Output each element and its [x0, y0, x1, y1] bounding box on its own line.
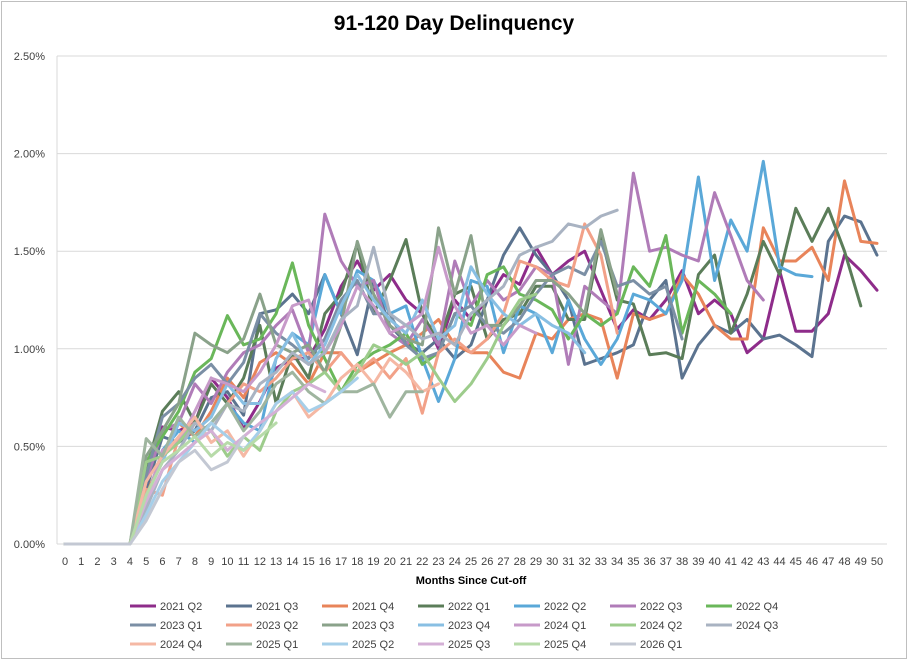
- legend-label: 2021 Q3: [256, 601, 298, 613]
- x-tick-label: 1: [78, 556, 84, 568]
- x-tick-label: 12: [254, 556, 266, 568]
- legend-label: 2025 Q3: [448, 639, 490, 651]
- y-tick-label: 0.00%: [14, 539, 45, 551]
- legend-label: 2024 Q2: [640, 620, 682, 632]
- x-tick-label: 15: [302, 556, 314, 568]
- legend-label: 2025 Q4: [544, 639, 586, 651]
- x-tick-label: 48: [838, 556, 850, 568]
- x-tick-label: 2: [94, 556, 100, 568]
- x-tick-label: 18: [351, 556, 363, 568]
- x-tick-label: 13: [270, 556, 282, 568]
- y-tick-label: 2.50%: [14, 51, 45, 63]
- y-tick-label: 1.00%: [14, 344, 45, 356]
- x-tick-label: 33: [595, 556, 607, 568]
- x-tick-label: 49: [855, 556, 867, 568]
- x-tick-label: 5: [143, 556, 149, 568]
- legend-label: 2025 Q1: [256, 639, 298, 651]
- y-axis-ticks: 0.00% 0.50% 1.00% 1.50% 2.00% 2.50%: [14, 51, 45, 551]
- x-tick-label: 47: [822, 556, 834, 568]
- x-tick-label: 3: [111, 556, 117, 568]
- x-tick-label: 27: [497, 556, 509, 568]
- x-tick-label: 0: [62, 556, 68, 568]
- x-tick-label: 19: [367, 556, 379, 568]
- x-tick-label: 34: [611, 556, 623, 568]
- legend-label: 2024 Q3: [736, 620, 778, 632]
- x-tick-label: 16: [319, 556, 331, 568]
- x-tick-label: 22: [416, 556, 428, 568]
- legend-label: 2026 Q1: [640, 639, 682, 651]
- gridlines: [56, 55, 887, 545]
- x-tick-label: 20: [384, 556, 396, 568]
- legend-label: 2022 Q4: [736, 601, 778, 613]
- legend-label: 2023 Q4: [448, 620, 490, 632]
- x-tick-label: 37: [660, 556, 672, 568]
- y-tick-label: 1.50%: [14, 246, 45, 258]
- legend-label: 2025 Q2: [352, 639, 394, 651]
- x-tick-label: 14: [286, 556, 298, 568]
- x-tick-label: 43: [757, 556, 769, 568]
- legend: 2021 Q2 2021 Q3 2021 Q4 2022 Q1 2022 Q2 2022 …: [130, 601, 778, 651]
- x-tick-label: 7: [176, 556, 182, 568]
- legend-label: 2024 Q4: [160, 639, 202, 651]
- legend-label: 2023 Q1: [160, 620, 202, 632]
- x-tick-label: 29: [530, 556, 542, 568]
- x-tick-label: 6: [159, 556, 165, 568]
- series-line-2022-q2: [63, 159, 814, 546]
- x-tick-label: 21: [400, 556, 412, 568]
- legend-label: 2024 Q1: [544, 620, 586, 632]
- x-tick-label: 42: [741, 556, 753, 568]
- x-tick-label: 38: [676, 556, 688, 568]
- x-tick-label: 50: [871, 556, 883, 568]
- x-tick-label: 23: [432, 556, 444, 568]
- x-axis-ticks: 0 1 2 3 4 5 6 7 8 9 10 11 12 13 14 15 16 17 18 19 20 21 22 23 24…: [62, 556, 883, 568]
- series-line-2023-q1: [63, 239, 684, 546]
- x-tick-label: 41: [725, 556, 737, 568]
- series-line-2021-q3: [63, 214, 879, 546]
- x-tick-label: 44: [773, 556, 785, 568]
- legend-label: 2021 Q4: [352, 601, 394, 613]
- x-tick-label: 36: [644, 556, 656, 568]
- legend-label: 2021 Q2: [160, 601, 202, 613]
- legend-label: 2022 Q2: [544, 601, 586, 613]
- x-tick-label: 28: [514, 556, 526, 568]
- x-axis-label: Months Since Cut-off: [416, 575, 527, 587]
- legend-label: 2022 Q3: [640, 601, 682, 613]
- legend-label: 2022 Q1: [448, 601, 490, 613]
- x-tick-label: 8: [192, 556, 198, 568]
- x-tick-label: 4: [127, 556, 133, 568]
- x-tick-label: 11: [238, 556, 249, 568]
- x-tick-label: 10: [221, 556, 233, 568]
- y-tick-label: 2.00%: [14, 149, 45, 161]
- x-tick-label: 30: [546, 556, 558, 568]
- chart-title: 91-120 Day Delinquency: [333, 12, 575, 35]
- series-line-2024-q2: [63, 292, 538, 546]
- x-tick-label: 40: [708, 556, 720, 568]
- x-tick-label: 35: [627, 556, 639, 568]
- x-tick-label: 24: [449, 556, 461, 568]
- x-tick-label: 45: [790, 556, 802, 568]
- x-tick-label: 46: [806, 556, 818, 568]
- x-tick-label: 39: [692, 556, 704, 568]
- x-tick-label: 32: [579, 556, 591, 568]
- series-lines: [63, 159, 879, 546]
- x-tick-label: 26: [481, 556, 493, 568]
- x-tick-label: 25: [465, 556, 477, 568]
- y-tick-label: 0.50%: [14, 441, 45, 453]
- series-line-2022-q1: [63, 206, 863, 546]
- series-line-2022-q4: [63, 234, 733, 546]
- legend-label: 2023 Q2: [256, 620, 298, 632]
- x-tick-label: 31: [562, 556, 574, 568]
- legend-label: 2023 Q3: [352, 620, 394, 632]
- x-tick-label: 17: [335, 556, 347, 568]
- x-tick-label: 9: [208, 556, 214, 568]
- series-line-2026-q1: [63, 435, 246, 546]
